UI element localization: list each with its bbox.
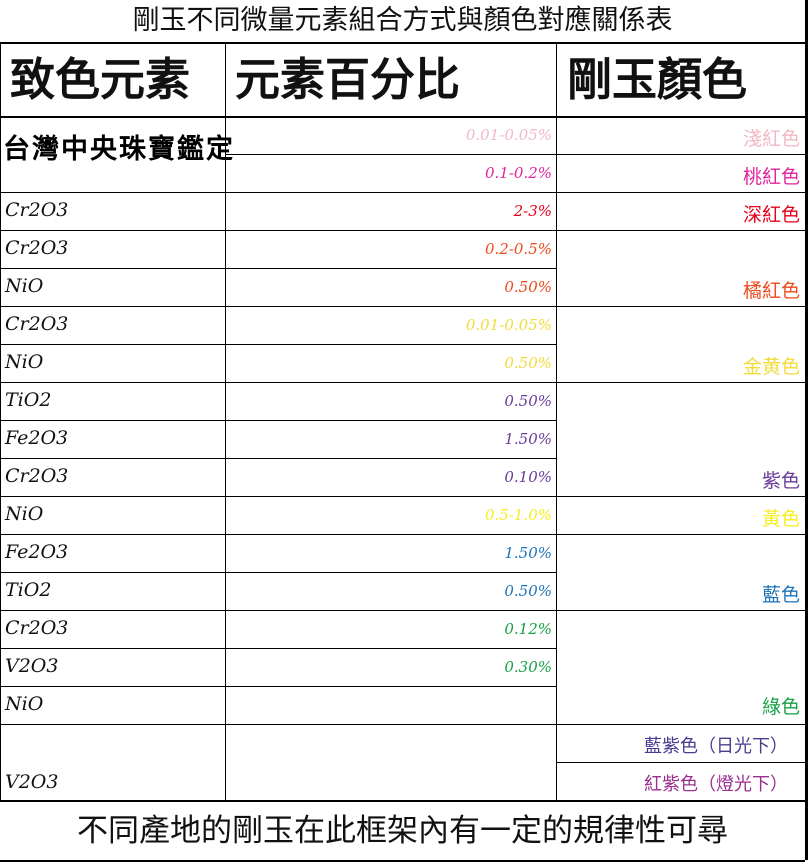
row-rule: [0, 306, 805, 307]
element-cell: NiO: [5, 693, 44, 715]
border-left: [0, 44, 1, 800]
element-cell: NiO: [5, 351, 44, 373]
page-title: 剛玉不同微量元素組合方式與顏色對應關係表: [0, 0, 805, 44]
percent-cell: 0.10%: [504, 468, 552, 486]
element-cell: NiO: [5, 275, 44, 297]
element-cell: TiO2: [5, 389, 52, 411]
row-rule: [0, 686, 556, 687]
header-rule: [0, 116, 805, 118]
percent-cell: 2-3%: [513, 202, 552, 220]
element-cell: Cr2O3: [5, 237, 69, 259]
color-cell: 紫色: [761, 470, 800, 492]
percent-cell: 1.50%: [504, 544, 552, 562]
color-cell: 藍色: [761, 584, 800, 606]
col-divider-2: [556, 44, 557, 800]
row-rule: [0, 192, 805, 193]
row-rule: [0, 648, 556, 649]
percent-cell: 0.50%: [504, 354, 552, 372]
header-percent: 元素百分比: [235, 53, 461, 106]
color-cell: 淺紅色: [742, 128, 800, 150]
color-cell: 黃色: [761, 508, 800, 530]
percent-cell: 0.50%: [504, 582, 552, 600]
element-cell: Cr2O3: [5, 313, 69, 335]
row-rule: [556, 762, 805, 763]
percent-cell: 0.01-0.05%: [465, 126, 552, 144]
row-rule: [0, 724, 805, 725]
row-rule: [0, 382, 805, 383]
row-rule: [0, 610, 805, 611]
row-rule: [0, 458, 556, 459]
element-cell: NiO: [5, 503, 44, 525]
color-note: 藍紫色（日光下）: [644, 736, 788, 757]
element-cell: Cr2O3: [5, 465, 69, 487]
element-cell: Fe2O3: [5, 427, 69, 449]
color-cell: 金黄色: [742, 356, 800, 378]
row-rule: [0, 534, 805, 535]
color-note: 紅紫色（燈光下）: [644, 774, 788, 795]
color-cell: 橘紅色: [742, 280, 800, 302]
percent-cell: 0.1-0.2%: [484, 164, 552, 182]
percent-cell: 0.01-0.05%: [465, 316, 552, 334]
header-color: 剛玉顏色: [567, 53, 748, 106]
percent-cell: 0.2-0.5%: [484, 240, 552, 258]
element-cell: Cr2O3: [5, 617, 69, 639]
color-cell: 桃紅色: [742, 166, 800, 188]
row-rule: [0, 496, 805, 497]
percent-cell: 1.50%: [504, 430, 552, 448]
percent-cell: 0.30%: [504, 658, 552, 676]
row-rule: [0, 268, 556, 269]
row-rule: [0, 420, 556, 421]
color-cell: 綠色: [761, 696, 800, 718]
stamp-text: 台灣中央珠寶鑑定: [3, 134, 235, 165]
percent-cell: 0.50%: [504, 278, 552, 296]
col-divider-1: [225, 44, 226, 800]
element-cell: Cr2O3: [5, 199, 69, 221]
percent-cell: 0.12%: [504, 620, 552, 638]
percent-cell: 0.50%: [504, 392, 552, 410]
header-element: 致色元素: [10, 53, 191, 106]
element-cell: V2O3: [5, 655, 59, 677]
row-rule: [0, 230, 805, 231]
color-cell: 深紅色: [742, 204, 800, 226]
percent-cell: 0.5-1.0%: [484, 506, 552, 524]
element-cell: Fe2O3: [5, 541, 69, 563]
row-rule: [0, 572, 556, 573]
footer-note: 不同產地的剛玉在此框架內有一定的規律性可尋: [0, 800, 805, 862]
element-cell: TiO2: [5, 579, 52, 601]
element-cell: V2O3: [5, 771, 59, 793]
row-rule: [0, 344, 556, 345]
row-rule: [225, 154, 805, 155]
